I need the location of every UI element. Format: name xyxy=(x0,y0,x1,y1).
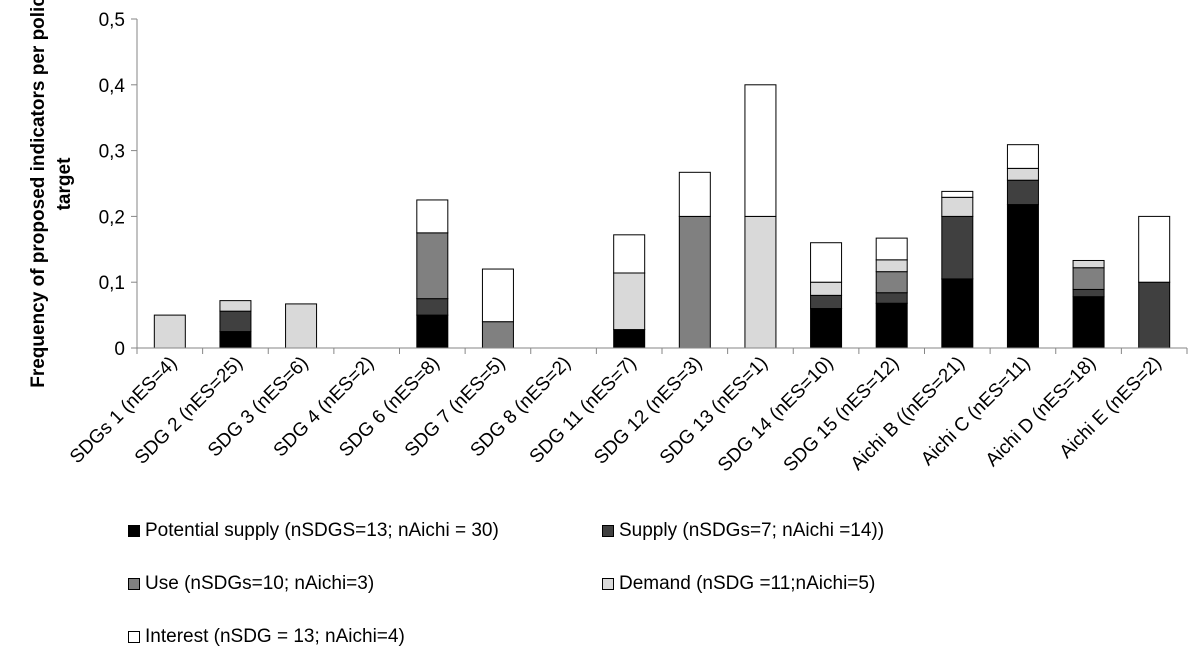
bar-segment-4 xyxy=(613,272,646,331)
bar-segment-4 xyxy=(219,300,252,312)
bar-segment-3 xyxy=(875,271,908,294)
bar-segment-2 xyxy=(416,298,449,316)
bar-segment-1 xyxy=(941,278,974,349)
bar-segment-5 xyxy=(744,84,777,217)
y-axis-label-line-1: Frequency of proposed indicators per pol… xyxy=(28,0,49,388)
legend-item-5: Interest (nSDG = 13; nAichi=4) xyxy=(128,626,405,648)
bar-segment-4 xyxy=(810,281,843,296)
legend-item-1: Potential supply (nSDGS=13; nAichi = 30) xyxy=(128,520,499,542)
y-axis-label: Frequency of proposed indicators per pol… xyxy=(28,0,75,388)
y-tick-label: 0,2 xyxy=(99,207,125,228)
bar-segment-2 xyxy=(875,292,908,304)
bar-segment-4 xyxy=(1006,167,1039,181)
bar-segment-5 xyxy=(416,199,449,234)
bar-segment-2 xyxy=(810,294,843,310)
x-axis-ticks: SDGs 1 (nES=4)SDG 2 (nES=25)SDG 3 (nES=6… xyxy=(66,348,1188,477)
bar-segment-4 xyxy=(285,303,318,349)
bar-segment-2 xyxy=(941,215,974,280)
y-tick-label: 0,5 xyxy=(99,10,125,31)
y-axis-label-group: Frequency of proposed indicators per pol… xyxy=(28,0,75,388)
y-tick-label: 0,4 xyxy=(99,76,126,97)
bar-segment-4 xyxy=(1072,259,1105,269)
legend-item-2: Supply (nSDGs=7; nAichi =14)) xyxy=(602,520,884,542)
y-tick-label: 0,3 xyxy=(99,142,125,163)
bar-segment-1 xyxy=(416,314,449,349)
bar-segment-1 xyxy=(810,308,843,349)
bar-segment-1 xyxy=(1072,296,1105,349)
legend-swatch xyxy=(602,578,614,590)
x-tick-label: SDG 14 (nES=10) xyxy=(714,353,838,477)
legend-swatch xyxy=(602,525,614,537)
bar-segment-3 xyxy=(1072,267,1105,290)
bar-segment-1 xyxy=(1006,204,1039,349)
legend-label: Potential supply (nSDGS=13; nAichi = 30) xyxy=(145,520,499,541)
bar-segment-1 xyxy=(613,329,646,349)
bar-segment-2 xyxy=(1138,281,1171,349)
x-tick-label: Aichi B ((nES=21) xyxy=(847,353,969,475)
y-tick-label: 0 xyxy=(114,339,125,360)
x-tick-label: Aichi C (nES=11) xyxy=(917,353,1034,470)
legend-label: Interest (nSDG = 13; nAichi=4) xyxy=(145,626,405,647)
bar-segment-3 xyxy=(481,321,514,349)
bar-segment-4 xyxy=(941,196,974,217)
bar-segment-5 xyxy=(678,171,711,217)
legend-item-3: Use (nSDGs=10; nAichi=3) xyxy=(128,573,374,595)
legend-item-4: Demand (nSDG =11;nAichi=5) xyxy=(602,573,875,595)
legend-label: Use (nSDGs=10; nAichi=3) xyxy=(145,573,375,594)
bar-segment-3 xyxy=(416,232,449,300)
bars xyxy=(153,84,1171,349)
bar-segment-5 xyxy=(810,242,843,283)
legend-swatch xyxy=(128,578,140,590)
legend-label: Demand (nSDG =11;nAichi=5) xyxy=(619,573,876,594)
x-tick-label: Aichi D (nES=18) xyxy=(982,353,1100,471)
bar-segment-5 xyxy=(613,234,646,274)
bar-segment-2 xyxy=(1072,288,1105,298)
bar-segment-2 xyxy=(1006,179,1039,206)
y-axis-label-line-2: target xyxy=(54,157,75,210)
stacked-bar-chart: Frequency of proposed indicators per pol… xyxy=(28,0,1188,477)
bar-segment-5 xyxy=(1006,144,1039,169)
legend-swatch xyxy=(128,525,140,537)
bar-segment-2 xyxy=(219,310,252,333)
legend-swatch xyxy=(128,631,140,643)
y-tick-label: 0,1 xyxy=(99,273,125,294)
legend: Potential supply (nSDGS=13; nAichi = 30)… xyxy=(128,520,1128,670)
bar-segment-1 xyxy=(875,302,908,349)
y-axis-ticks: 0 0,1 0,2 0,3 0,4 0,5 xyxy=(99,10,137,360)
bar-segment-1 xyxy=(219,331,252,349)
bar-segment-5 xyxy=(481,268,514,323)
bar-segment-5 xyxy=(875,237,908,261)
bar-segment-3 xyxy=(678,215,711,349)
bar-segment-4 xyxy=(744,215,777,349)
bar-segment-4 xyxy=(875,259,908,273)
x-tick-label: SDG 15 (nES=12) xyxy=(780,353,904,477)
bar-segment-5 xyxy=(941,190,974,198)
bar-segment-4 xyxy=(153,314,186,349)
legend-label: Supply (nSDGs=7; nAichi =14)) xyxy=(619,520,885,541)
x-tick-label: SDGs 1 (nES=4) xyxy=(66,353,181,468)
bar-segment-5 xyxy=(1138,215,1171,283)
